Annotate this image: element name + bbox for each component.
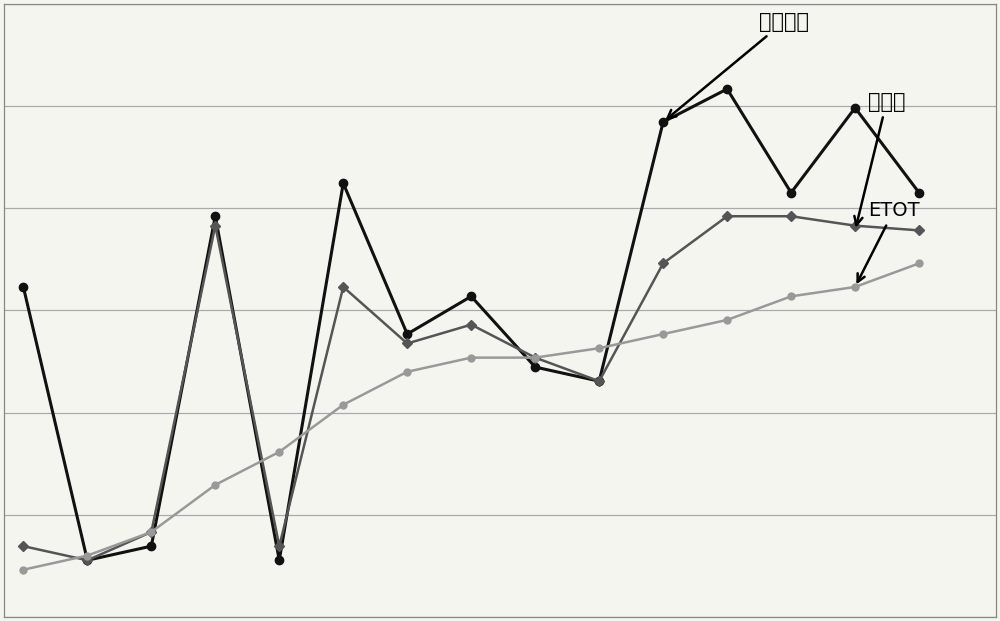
Text: ETOT: ETOT <box>858 201 920 282</box>
Text: 现行系统: 现行系统 <box>667 12 809 119</box>
Text: 本发明: 本发明 <box>854 92 905 225</box>
